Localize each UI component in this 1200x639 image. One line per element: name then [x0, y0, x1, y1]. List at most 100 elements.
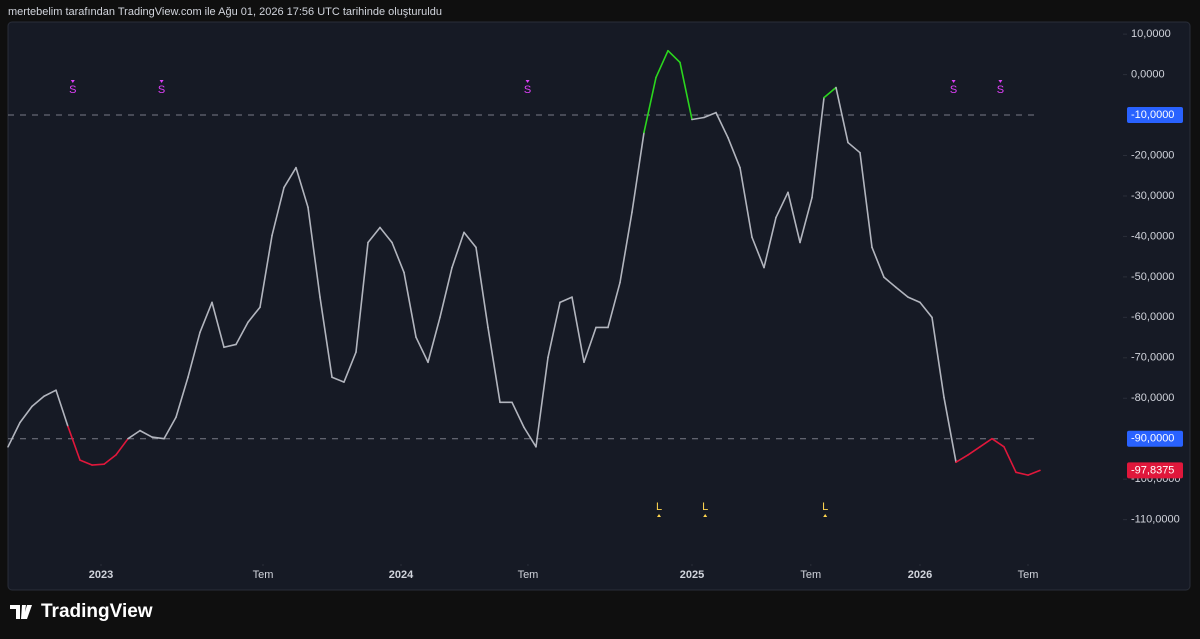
line-segment — [559, 296, 573, 304]
line-segment — [235, 321, 249, 346]
line-segment — [607, 281, 621, 329]
line-segment — [859, 151, 873, 249]
y-tick-label: -40,0000 — [1131, 230, 1174, 242]
x-tick-label: Tem — [518, 569, 539, 581]
x-tick-label: Tem — [800, 569, 821, 581]
line-segment — [655, 49, 669, 79]
line-segment — [463, 231, 477, 249]
line-segment — [487, 326, 501, 404]
line-segment — [823, 86, 837, 99]
chart-panel — [7, 21, 1191, 591]
line-segment — [175, 376, 189, 419]
signal-label: S — [69, 84, 76, 96]
level-label: -10,0000 — [1131, 109, 1174, 121]
line-segment — [847, 141, 861, 154]
line-segment — [703, 111, 717, 119]
level-badge — [1127, 430, 1183, 447]
line-segment — [571, 296, 585, 364]
line-segment — [79, 459, 93, 466]
last-badge — [1127, 462, 1183, 479]
line-segment — [979, 437, 993, 448]
line-segment — [907, 296, 921, 304]
line-segment — [391, 241, 405, 274]
last-label: -97,8375 — [1131, 464, 1174, 476]
y-tick-label: -60,0000 — [1131, 311, 1174, 323]
signal-arrow — [159, 80, 164, 83]
line-segment — [787, 191, 801, 244]
signal-label: L — [656, 501, 662, 513]
line-segment — [343, 351, 357, 383]
x-tick-label: 2026 — [908, 569, 932, 581]
line-segment — [115, 437, 129, 456]
line-segment — [943, 396, 957, 463]
y-tick-label: 0,0000 — [1131, 69, 1165, 81]
line-segment — [43, 389, 57, 398]
line-segment — [379, 226, 393, 244]
y-tick-label: -20,0000 — [1131, 149, 1174, 161]
line-segment — [307, 206, 321, 298]
line-segment — [775, 191, 789, 219]
logo — [10, 605, 32, 619]
signal-label: S — [158, 84, 165, 96]
line-segment — [955, 454, 969, 463]
y-tick-label: -110,0000 — [1131, 514, 1180, 526]
signal-label: S — [524, 84, 531, 96]
line-segment — [679, 61, 693, 121]
signal-arrow — [703, 514, 708, 517]
line-segment — [967, 446, 981, 456]
line-segment — [895, 286, 909, 298]
signal-arrow — [657, 514, 661, 517]
line-segment — [583, 326, 597, 364]
line-segment — [919, 301, 933, 319]
line-segment — [643, 76, 657, 134]
line-segment — [799, 196, 813, 244]
line-segment — [127, 429, 141, 440]
line-segment — [727, 136, 741, 169]
y-tick-label: 10,0000 — [1131, 28, 1171, 40]
line-segment — [31, 395, 45, 408]
x-tick-label: 2024 — [389, 569, 414, 581]
line-segment — [523, 426, 537, 448]
line-segment — [283, 166, 297, 189]
line-segment — [691, 116, 705, 121]
x-tick-label: Tem — [253, 569, 274, 581]
line-segment — [667, 49, 681, 64]
signal-arrow — [998, 80, 1003, 83]
line-segment — [631, 131, 645, 213]
line-segment — [415, 336, 429, 364]
line-segment — [139, 429, 153, 438]
line-segment — [547, 301, 561, 359]
x-tick-label: 2023 — [89, 569, 113, 581]
signal-label: L — [702, 501, 708, 513]
line-segment — [55, 389, 69, 428]
line-segment — [1015, 471, 1029, 476]
line-segment — [163, 416, 177, 440]
y-tick-label: -30,0000 — [1131, 190, 1174, 202]
line-segment — [619, 211, 633, 284]
line-segment — [535, 356, 549, 448]
line-segment — [91, 463, 105, 466]
line-segment — [811, 96, 825, 199]
line-segment — [187, 331, 201, 379]
line-segment — [991, 437, 1005, 448]
line-segment — [439, 266, 453, 319]
line-segment — [367, 226, 381, 244]
line-segment — [199, 301, 213, 334]
line-segment — [835, 86, 849, 144]
line-segment — [295, 166, 309, 209]
line-segment — [223, 343, 237, 349]
signal-arrow — [525, 80, 530, 83]
line-segment — [19, 405, 33, 424]
caption: mertebelim tarafından TradingView.com il… — [8, 6, 442, 18]
signal-arrow — [70, 80, 75, 83]
line-segment — [1003, 446, 1017, 474]
signal-arrow — [951, 80, 956, 83]
x-tick-label: 2025 — [680, 569, 704, 581]
line-segment — [871, 246, 885, 279]
level-badge — [1127, 107, 1183, 124]
brand: TradingView — [41, 601, 153, 622]
y-tick-label: -80,0000 — [1131, 392, 1174, 404]
line-segment — [715, 111, 729, 139]
line-segment — [151, 436, 165, 440]
